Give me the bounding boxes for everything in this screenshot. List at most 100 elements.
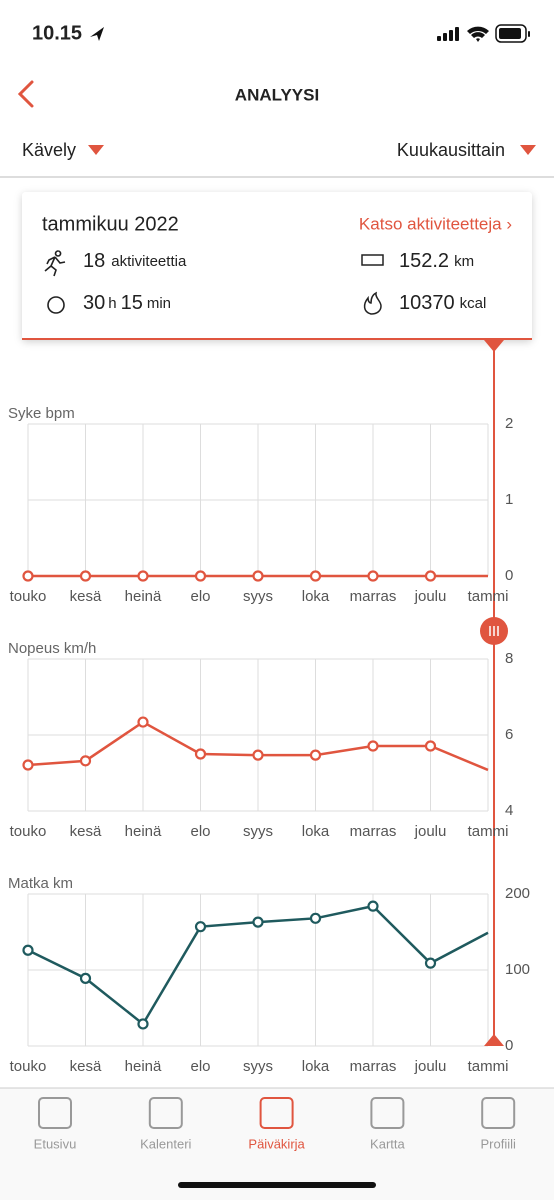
chart-title: Syke bpm: [8, 405, 75, 422]
chart-title: Matka km: [8, 875, 73, 892]
cursor-pointer: [484, 1034, 504, 1046]
tabs: Etusivu Kalenteri Päiväkirja Kartta Profiili: [34, 1097, 516, 1151]
line-chart: Syke bpm touko kesä heinä elo syys loka marras j…: [8, 405, 513, 605]
x-tick-label: touko: [10, 588, 47, 605]
location-icon: [90, 27, 104, 41]
chart-title: Nopeus km/h: [8, 640, 96, 657]
energy-unit: kcal: [460, 295, 487, 312]
point: [367, 900, 379, 912]
line-chart: Matka km touko kesä heinä elo syys loka marras j…: [8, 875, 530, 1075]
minutes-value: 15: [121, 292, 143, 314]
x-tick-label: touko: [10, 823, 47, 840]
activity-label: Kävely: [22, 140, 76, 160]
activity-filter[interactable]: Kävely: [22, 140, 104, 160]
y-tick-label: 8: [505, 650, 513, 667]
dropdown-arrow: [88, 145, 104, 155]
line-chart: Nopeus km/h touko kesä heinä elo syys loka marr…: [8, 640, 513, 840]
x-tick-label: marras: [350, 588, 397, 605]
page-title: ANALYYSI: [235, 85, 319, 104]
point: [252, 749, 264, 761]
view-activities-link[interactable]: Katso aktiviteetteja ›: [359, 214, 512, 233]
x-tick-label: heinä: [125, 1058, 162, 1075]
point: [367, 570, 379, 582]
point: [252, 570, 264, 582]
y-tick-label: 0: [505, 1037, 513, 1054]
y-tick-label: 1: [505, 491, 513, 508]
tab-icon: [148, 1097, 183, 1129]
tab[interactable]: Kalenteri: [140, 1097, 192, 1151]
hours-value: 30: [83, 292, 105, 314]
point: [137, 570, 149, 582]
tab-icon: [38, 1097, 72, 1129]
x-tick-label: touko: [10, 1058, 47, 1075]
y-tick-label: 2: [505, 415, 513, 432]
point: [137, 716, 149, 728]
duration-icon: [47, 296, 65, 314]
point: [309, 912, 322, 924]
tab-icon: [259, 1097, 294, 1129]
point: [137, 1018, 149, 1030]
x-tick-label: marras: [350, 823, 397, 840]
x-tick-label: heinä: [125, 823, 162, 840]
distance-unit: km: [454, 253, 474, 270]
distance-stat: 152.2 km: [399, 250, 474, 272]
x-tick-label: kesä: [70, 1058, 102, 1075]
x-tick-label: elo: [190, 1058, 210, 1075]
period-label: Kuukausittain: [397, 140, 505, 160]
energy-value: 10370: [399, 292, 455, 314]
point: [194, 570, 207, 582]
x-tick-label: joulu: [414, 1058, 447, 1075]
x-tick-label: syys: [243, 1058, 273, 1075]
period-filter[interactable]: Kuukausittain: [397, 140, 536, 160]
x-tick-label: loka: [302, 1058, 330, 1075]
x-tick-label: tammi: [468, 1058, 509, 1075]
tab-label: Päiväkirja: [248, 1136, 305, 1151]
x-tick-label: joulu: [414, 823, 447, 840]
handle-grip: [489, 626, 499, 636]
back-button[interactable]: [17, 80, 34, 108]
tab[interactable]: Päiväkirja: [248, 1097, 306, 1151]
x-tick-label: elo: [190, 588, 210, 605]
x-tick-label: syys: [243, 823, 273, 840]
y-tick-label: 4: [505, 802, 513, 819]
point: [22, 759, 34, 771]
card-bg: [22, 192, 532, 340]
activities-stat: 18 aktiviteettia: [83, 250, 187, 272]
home-indicator: [178, 1182, 376, 1188]
summary-card: tammikuu 2022 Katso aktiviteetteja › 18 a…: [22, 192, 532, 352]
point: [309, 749, 322, 761]
point: [22, 944, 34, 956]
activity-icon: [44, 250, 66, 277]
point: [424, 570, 437, 582]
x-tick-label: kesä: [70, 588, 102, 605]
point: [424, 957, 437, 969]
tab[interactable]: Kartta: [370, 1097, 406, 1151]
status-time: 10.15: [32, 22, 82, 44]
x-tick-label: syys: [243, 588, 273, 605]
tab[interactable]: Profiili: [480, 1097, 516, 1151]
x-tick-label: marras: [350, 1058, 397, 1075]
x-tick-label: loka: [302, 588, 330, 605]
x-tick-label: heinä: [125, 588, 162, 605]
point: [252, 916, 264, 928]
x-tick-label: kesä: [70, 823, 102, 840]
point: [79, 570, 92, 582]
status-icons: [437, 24, 530, 43]
x-tick-label: tammi: [468, 823, 509, 840]
x-tick-label: loka: [302, 823, 330, 840]
distance-value: 152.2: [399, 250, 449, 272]
energy-stat: 10370 kcal: [399, 292, 486, 314]
tab-icon: [370, 1097, 405, 1129]
y-tick-label: 200: [505, 885, 530, 902]
point: [22, 570, 34, 582]
hours-unit: h: [108, 295, 116, 312]
point: [194, 921, 207, 933]
y-tick-label: 100: [505, 961, 530, 978]
tab-label: Profiili: [480, 1136, 516, 1151]
minutes-unit: min: [147, 295, 171, 312]
tab[interactable]: Etusivu: [34, 1097, 77, 1151]
x-tick-label: tammi: [468, 588, 509, 605]
tab-label: Kartta: [370, 1136, 405, 1151]
